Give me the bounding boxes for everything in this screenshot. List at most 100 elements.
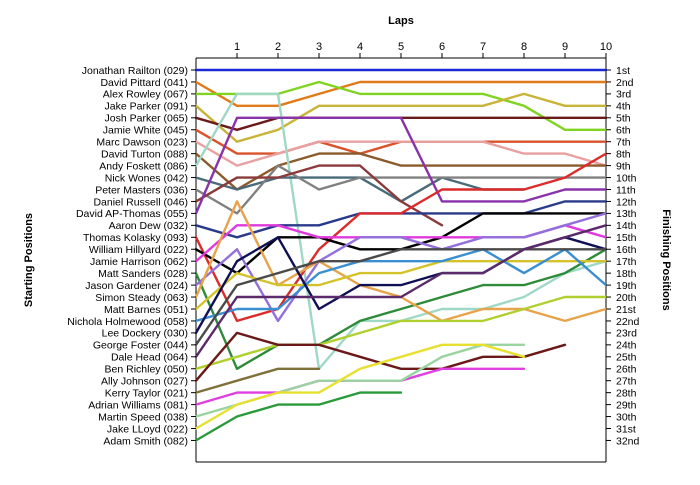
finishing-position-label: 7th [616, 137, 631, 149]
series-line-25 [194, 224, 608, 358]
finishing-position-label: 12th [616, 196, 637, 208]
series-line-7 [194, 140, 608, 167]
lap-tick-label: 3 [316, 41, 322, 53]
finishing-position-label: 3rd [616, 89, 631, 101]
series-line-18 [194, 248, 608, 370]
starting-position-label: Matt Sanders (028) [98, 268, 188, 280]
finishing-position-label: 29th [616, 399, 637, 411]
starting-position-label: Matt Barnes (051) [104, 304, 188, 316]
finishing-position-label: 6th [616, 125, 631, 137]
series-line-28 [194, 367, 321, 394]
lap-tick-label: 1 [234, 41, 240, 53]
y2-axis-label: Finishing Positions [660, 209, 672, 310]
finishing-position-label: 15th [616, 232, 637, 244]
starting-position-label: Peter Masters (036) [95, 184, 188, 196]
finishing-position-label: 24th [616, 340, 637, 352]
series-line-8 [194, 152, 608, 191]
finishing-position-label: 21st [616, 304, 636, 316]
series-line-31 [194, 343, 526, 430]
lap-tick-label: 7 [480, 41, 486, 53]
finishing-position-label: 4th [616, 101, 631, 113]
starting-position-label: Jamie Harrison (062) [90, 256, 188, 268]
series-line-12 [194, 164, 444, 227]
series-line-13 [194, 116, 608, 215]
finishing-position-label: 1st [616, 65, 630, 77]
chart-title: Laps [388, 15, 414, 27]
finishing-position-label: 26th [616, 364, 637, 376]
finishing-position-label: 5th [616, 113, 631, 125]
finishing-position-label: 20th [616, 292, 637, 304]
series-line-2 [194, 80, 608, 108]
series-line-19 [194, 212, 608, 323]
y-axis-label: Starting Positions [23, 213, 35, 307]
starting-position-label: David AP-Thomas (055) [76, 208, 188, 220]
lap-tick-label: 9 [562, 41, 568, 53]
series-line-22 [194, 248, 608, 323]
starting-position-label: Jake Parker (091) [105, 101, 188, 113]
starting-position-label: David Pittard (041) [100, 77, 188, 89]
starting-position-label: Lee Dockery (030) [102, 328, 188, 340]
finishing-position-label: 14th [616, 220, 637, 232]
lap-tick-label: 8 [521, 41, 527, 53]
starting-position-label: David Turton (088) [101, 148, 188, 160]
series-line-4 [194, 92, 608, 143]
finishing-position-label: 28th [616, 387, 637, 399]
finishing-position-label: 13th [616, 208, 637, 220]
starting-position-label: Kerry Taylor (021) [105, 387, 188, 399]
lap-tick-label: 6 [439, 41, 445, 53]
finishing-position-label: 22nd [616, 316, 640, 328]
series-line-11 [194, 164, 608, 215]
finishing-position-label: 17th [616, 256, 637, 268]
finishing-position-label: 23rd [616, 328, 637, 340]
series-line-24 [194, 248, 608, 346]
finishing-position-label: 16th [616, 244, 637, 256]
starting-position-label: Ben Richley (050) [105, 364, 188, 376]
finishing-position-label: 27th [616, 376, 637, 388]
finishing-position-label: 32nd [616, 435, 640, 447]
starting-position-label: Jason Gardener (024) [85, 280, 188, 292]
finishing-position-label: 18th [616, 268, 637, 280]
starting-position-label: Nichola Holmewood (058) [67, 316, 188, 328]
starting-position-label: Martin Speed (038) [98, 411, 188, 423]
finishing-position-label: 19th [616, 280, 637, 292]
finishing-position-label: 8th [616, 148, 631, 160]
series-line-32 [194, 391, 403, 442]
starting-position-label: Adam Smith (082) [103, 435, 188, 447]
starting-position-label: William Hillyard (022) [89, 244, 188, 256]
finishing-position-label: 10th [616, 172, 637, 184]
finishing-position-label: 31st [616, 423, 636, 435]
series-line-21 [194, 260, 608, 311]
starting-position-label: Marc Dawson (023) [96, 137, 188, 149]
finishing-position-label: 2nd [616, 77, 634, 89]
starting-position-label: Andy Foskett (086) [99, 160, 188, 172]
starting-position-label: Adrian Williams (081) [88, 399, 188, 411]
starting-position-label: Ally Johnson (027) [101, 376, 188, 388]
finishing-position-label: 9th [616, 160, 631, 172]
starting-position-label: Daniel Russell (046) [93, 196, 188, 208]
starting-position-label: Jonathan Railton (029) [82, 65, 188, 77]
series-line-15 [194, 152, 608, 323]
series-lines [194, 68, 608, 442]
starting-position-label: Jake LLoyd (022) [107, 423, 188, 435]
finishing-position-label: 30th [616, 411, 637, 423]
starting-position-label: George Foster (044) [93, 340, 188, 352]
starting-position-label: Dale Head (064) [111, 352, 188, 364]
starting-position-label: Josh Parker (065) [105, 113, 188, 125]
finishing-position-label: 25th [616, 352, 637, 364]
series-line-26 [194, 295, 608, 370]
lap-tick-label: 2 [275, 41, 281, 53]
series-line-29 [194, 367, 526, 406]
starting-position-label: Jamie White (045) [103, 125, 188, 137]
series-line-27 [194, 331, 567, 382]
lap-tick-labels: 1 2 3 4 5 6 7 8 9 10 [234, 41, 612, 58]
starting-position-label: Aaron Dew (032) [109, 220, 188, 232]
starting-position-label: Simon Steady (063) [95, 292, 188, 304]
lap-tick-label: 5 [398, 41, 404, 53]
starting-position-labels: Jonathan Railton (029)David Pittard (041… [67, 65, 196, 447]
finishing-position-labels: 1st2nd3rd4th5th6th7th8th9th10th11th12th1… [606, 65, 640, 447]
lap-tick-label: 4 [357, 41, 363, 53]
starting-position-label: Alex Rowley (067) [103, 89, 188, 101]
starting-position-label: Nick Wones (042) [105, 172, 188, 184]
